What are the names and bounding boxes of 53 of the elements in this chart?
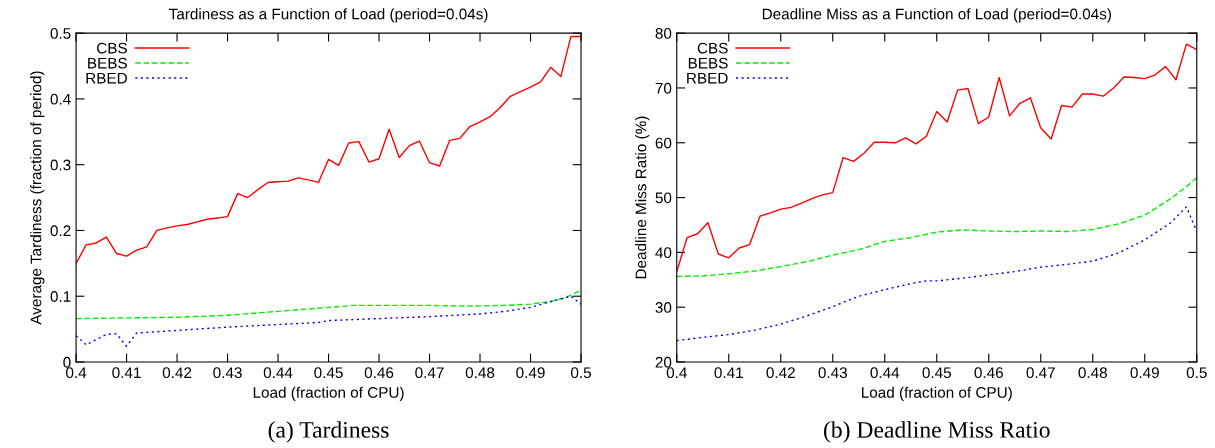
y-axis-title: Average Tardiness (fraction of period) [30, 71, 45, 325]
line-series [676, 177, 1197, 278]
x-tick-label: 0.47 [1026, 367, 1055, 379]
y-tick-label: 0 [63, 356, 71, 368]
line-series [676, 206, 1197, 342]
x-tick-label: 0.48 [1078, 367, 1107, 379]
x-tick-label: 0.5 [570, 367, 591, 379]
x-tick-label: 0.43 [818, 367, 847, 379]
x-axis-title: Load (fraction of CPU) [862, 386, 1012, 401]
y-axis-title: Deadline Miss Ratio (%) [635, 116, 650, 279]
x-tick-label: 0.49 [516, 367, 545, 379]
x-tick-label: 0.4 [66, 367, 87, 379]
line-series [76, 289, 582, 320]
x-tick-label: 0.4 [666, 367, 687, 379]
legend-label: CBS [697, 42, 728, 54]
y-tick-label: 0.2 [50, 225, 71, 237]
y-tick-label: 0.4 [50, 93, 71, 105]
y-tick-label: 70 [655, 82, 672, 94]
chart-title: Tardiness as a Function of Load (period=0.04s) [169, 8, 488, 23]
x-tick-label: 0.46 [974, 367, 1003, 379]
text: (b) Deadline Miss Ratio [824, 421, 1050, 443]
text: (a) Tardiness [268, 421, 389, 443]
y-tick-label: 0.3 [50, 159, 71, 171]
y-tick-label: 0.5 [50, 28, 71, 39]
chart-title: Deadline Miss as a Function of Load (period=0.04s) [762, 8, 1111, 23]
legend-label: CBS [97, 42, 127, 54]
y-tick-label: 40 [655, 247, 672, 259]
legend-label: RBED [687, 72, 728, 84]
y-tick-label: 20 [655, 356, 672, 368]
x-tick-label: 0.42 [766, 367, 795, 379]
y-tick-label: 0.1 [50, 291, 71, 302]
x-tick-label: 0.45 [922, 367, 951, 379]
x-tick-label: 0.43 [213, 367, 242, 379]
x-tick-label: 0.47 [415, 367, 444, 379]
y-tick-label: 30 [655, 302, 672, 313]
x-tick-label: 0.45 [314, 367, 343, 379]
x-axis-title: Load (fraction of CPU) [253, 386, 404, 401]
legend-label: BEBS [88, 57, 127, 69]
legend-label: RBED [86, 72, 127, 84]
line-series [676, 43, 1197, 273]
x-tick-label: 0.49 [1130, 367, 1159, 379]
y-tick-label: 60 [655, 137, 672, 149]
y-tick-label: 50 [655, 192, 672, 204]
x-tick-label: 0.5 [1186, 367, 1207, 379]
x-tick-label: 0.48 [465, 367, 495, 379]
x-tick-label: 0.44 [263, 367, 293, 379]
x-tick-label: 0.42 [162, 367, 192, 379]
y-tick-label: 80 [655, 28, 672, 39]
x-tick-label: 0.46 [364, 367, 394, 379]
x-tick-label: 0.41 [112, 367, 141, 379]
x-tick-label: 0.44 [870, 367, 900, 379]
x-tick-label: 0.41 [714, 367, 743, 379]
legend-label: BEBS [688, 57, 728, 69]
